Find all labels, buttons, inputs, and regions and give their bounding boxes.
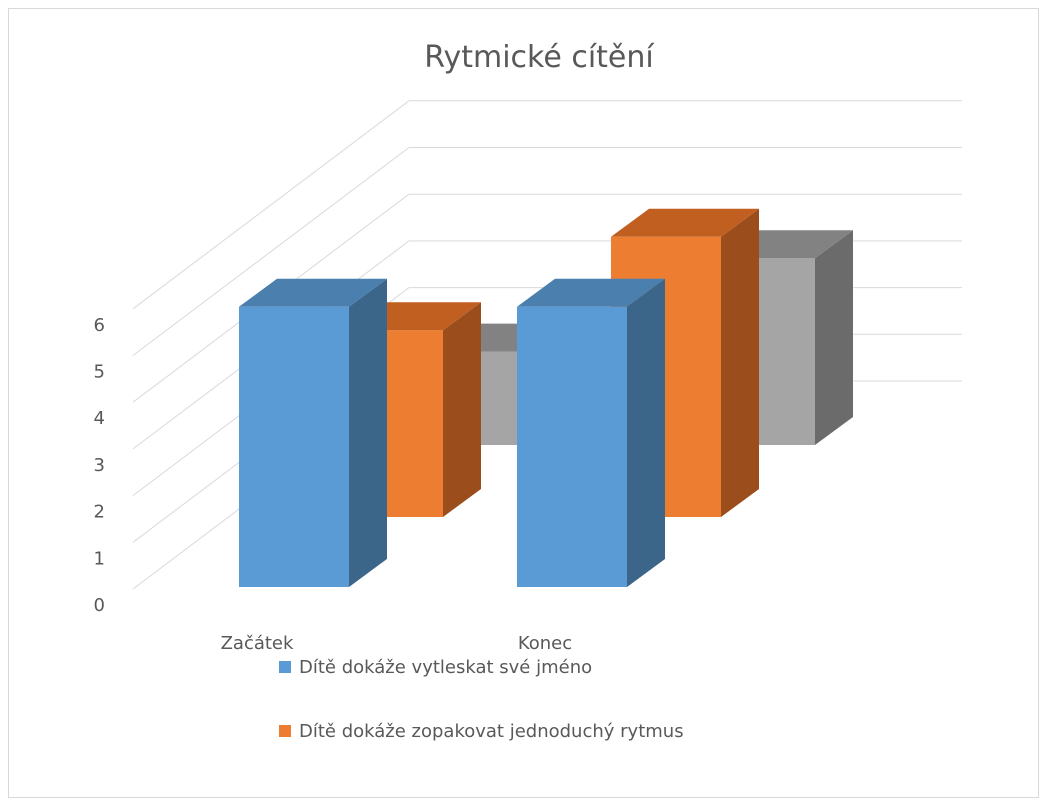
legend-swatch — [279, 661, 291, 673]
bar-side — [815, 230, 853, 445]
x-tick-label: Začátek — [221, 633, 294, 654]
x-axis-tick-labels: Začátek Konec — [221, 633, 573, 654]
y-axis-tick-labels: 0 1 2 3 4 5 6 — [94, 315, 105, 616]
bar-top — [239, 278, 387, 307]
x-tick-label: Konec — [518, 633, 572, 654]
y-tick-label: 4 — [94, 408, 105, 429]
y-tick-label: 2 — [94, 502, 105, 523]
y-tick-label: 0 — [94, 595, 105, 616]
legend-label: Dítě dokáže zopakovat jednoduchý rytmus — [299, 721, 684, 742]
y-tick-label: 3 — [94, 455, 105, 476]
bar-side — [443, 302, 481, 517]
y-tick-label: 5 — [94, 362, 105, 383]
gridline-depth — [132, 100, 410, 310]
y-tick-label: 6 — [94, 315, 105, 336]
bar-top — [611, 208, 759, 237]
chart-svg: Rytmické cítění 0 1 2 3 4 5 6 Začátek Konec Dít… — [94, 40, 962, 742]
chart-title: Rytmické cítění — [424, 40, 655, 75]
chart-frame: Rytmické cítění 0 1 2 3 4 5 6 Začátek Konec Dít… — [8, 8, 1039, 798]
bar-side — [349, 278, 387, 587]
bar-side — [721, 208, 759, 518]
bar-front — [517, 306, 627, 587]
legend-label: Dítě dokáže vytleskat své jméno — [299, 657, 592, 678]
bar-side — [627, 278, 665, 587]
bar-top — [517, 278, 665, 307]
legend-swatch — [279, 725, 291, 737]
y-tick-label: 1 — [94, 548, 105, 569]
bar-front — [239, 306, 349, 587]
gridline-depth — [132, 147, 410, 356]
bars — [239, 208, 853, 587]
legend: Dítě dokáže vytleskat své jméno Dítě doká… — [279, 657, 684, 742]
